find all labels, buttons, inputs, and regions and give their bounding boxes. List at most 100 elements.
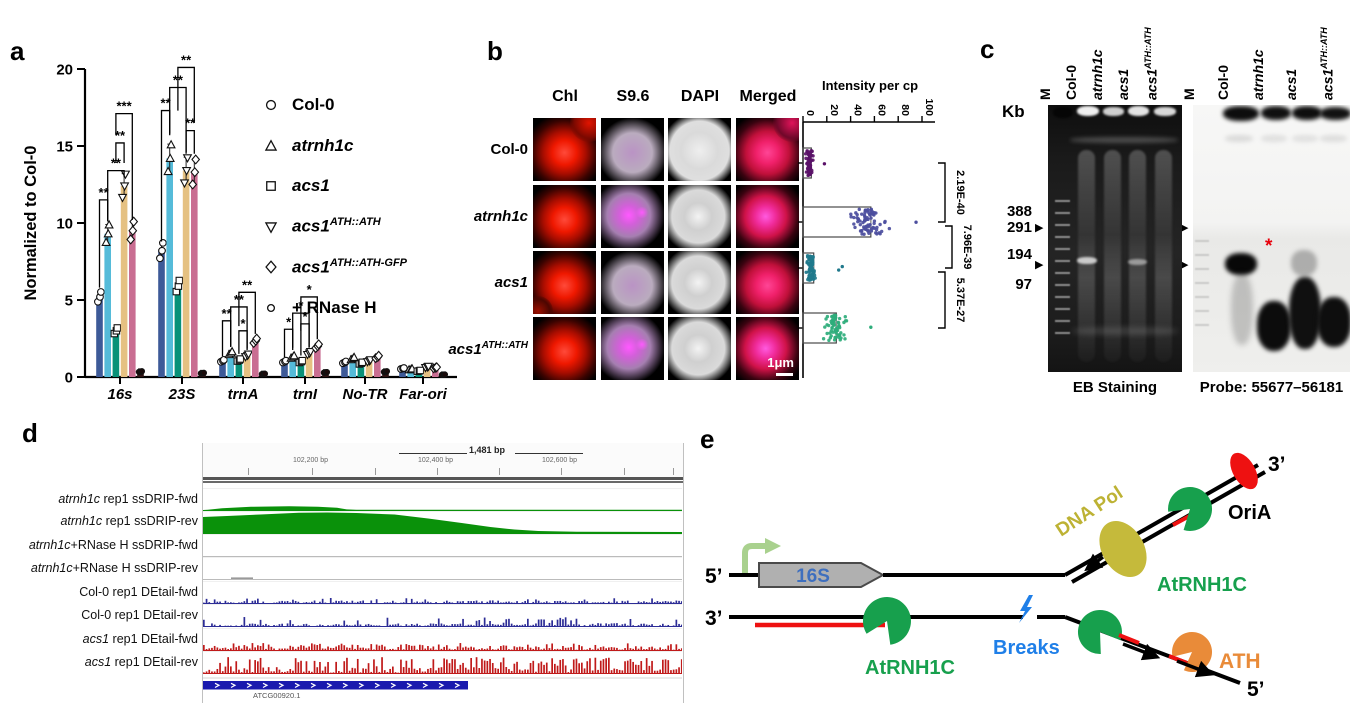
- blot-band: [1261, 135, 1287, 142]
- data-point-marker: [179, 179, 190, 189]
- blot-arrowhead-icon: ▶: [1180, 259, 1189, 271]
- gel-band-col0: [1077, 257, 1097, 264]
- data-point-marker: [441, 371, 449, 378]
- track-label: atrnh1c+RNase H ssDRIP-rev: [30, 560, 198, 575]
- blot-smear-col0: [1231, 273, 1253, 345]
- significance-stars: **: [242, 277, 253, 292]
- bar: [243, 355, 251, 377]
- data-point-marker: [182, 154, 193, 163]
- x-category-label: trnA: [228, 386, 259, 403]
- x-category-label: trnI: [293, 386, 318, 403]
- significance-stars: **: [181, 52, 192, 67]
- circle-legend-marker-icon: [265, 99, 277, 111]
- atrnh1c-left-label: AtRNH1C: [865, 657, 955, 679]
- data-point-marker: [128, 225, 138, 236]
- legend-item: acs1: [262, 175, 330, 197]
- p-value-bracket: [945, 225, 953, 269]
- micrograph-cell: [601, 251, 664, 314]
- panel-b-letter: b: [487, 36, 503, 66]
- legend-item: Col-0: [262, 94, 335, 116]
- atrnh1c-right-label: AtRNH1C: [1157, 574, 1247, 596]
- ruler-tick-label: 102,200 bp: [293, 457, 329, 464]
- significance-stars: ***: [117, 99, 133, 114]
- row-label: acs1ATH::ATH: [448, 340, 528, 358]
- legend-item: atrnh1c: [262, 135, 353, 157]
- bar: [227, 353, 234, 377]
- bar: [104, 233, 111, 377]
- blot-arrowhead-icon: ▶: [1180, 222, 1189, 234]
- three-prime-left-label: 3’: [705, 607, 723, 630]
- significance-stars: **: [111, 156, 122, 171]
- significance-stars: *: [286, 314, 292, 329]
- svg-text:20: 20: [828, 104, 840, 116]
- gel-smear: [1078, 150, 1095, 362]
- square-legend-marker-icon: [266, 181, 276, 192]
- ruler-tick: [312, 468, 313, 475]
- gel-smear: [1155, 150, 1172, 362]
- blot-caption-right: Probe: 55677–56181: [1199, 379, 1344, 396]
- bar: [96, 296, 103, 377]
- data-point-marker: [190, 166, 200, 178]
- data-point-marker: [159, 239, 167, 247]
- rna-primer: [1118, 633, 1140, 645]
- column-header: S9.6: [616, 88, 650, 105]
- data-point-marker: [175, 276, 184, 285]
- lane-label: Col-0: [1215, 65, 1231, 100]
- data-point-marker: [264, 222, 278, 234]
- gel-well: [1128, 106, 1149, 116]
- track-label: Col-0 rep1 DEtail-rev: [81, 607, 198, 622]
- gel-band: [1072, 327, 1178, 335]
- panel-e-letter: e: [700, 424, 715, 454]
- gel-marker-ladder: [1055, 200, 1070, 335]
- significance-bracket: [238, 330, 248, 354]
- legend-label: Col-0: [292, 95, 335, 114]
- micrograph-cell: [668, 317, 731, 380]
- leading-branch-line: [1071, 470, 1266, 584]
- track-label: acs1 rep1 DEtail-rev: [84, 654, 198, 669]
- synthesis-direction-arrow: [1084, 553, 1105, 572]
- blot-well: [1292, 106, 1322, 120]
- size-marker-97: 97: [1015, 276, 1032, 293]
- data-point-marker: [298, 356, 307, 365]
- atrnh1c-protein-icon: [1077, 610, 1122, 655]
- data-point-marker: [243, 350, 254, 360]
- replication-fork-diagram: 16S 3’ OriA AtRNH1C DNA Pol 5’ 3’ AtRNH1…: [705, 452, 1286, 701]
- gel-arrowhead-icon: ▶: [1035, 259, 1044, 271]
- svg-text:100: 100: [923, 98, 935, 116]
- column-header: Chl: [552, 88, 578, 105]
- x-category-label: 23S: [168, 386, 196, 403]
- legend-label: atrnh1c: [292, 135, 354, 155]
- coverage-track: [203, 598, 682, 604]
- p-value-bracket: [938, 162, 946, 223]
- data-point-marker: [188, 179, 198, 190]
- five-prime-right-label: 5’: [1247, 678, 1265, 701]
- legend-item: acs1ATH::ATH-GFP: [262, 256, 407, 278]
- y-axis-label: Normalized to Col-0: [22, 146, 40, 301]
- column-header: Merged: [739, 88, 797, 105]
- diamond-legend-marker-icon: [265, 260, 277, 275]
- p-value-label: 2.19E-40: [954, 170, 966, 215]
- bar: [374, 356, 381, 377]
- row-label: acs1: [494, 274, 528, 291]
- micrograph-cell: [533, 118, 596, 181]
- lane-label: M: [1181, 88, 1197, 100]
- track-label: atrnh1c rep1 ssDRIP-fwd: [58, 491, 198, 506]
- bar: [357, 363, 365, 377]
- significance-stars: **: [161, 96, 172, 111]
- data-point-marker: [383, 368, 391, 375]
- blot-well: [1320, 107, 1350, 120]
- significance-bracket: [238, 291, 256, 334]
- gel-smear: [1104, 150, 1121, 362]
- coverage-track: [203, 617, 682, 627]
- kb-label: Kb: [1002, 102, 1025, 121]
- significance-stars: **: [99, 185, 110, 200]
- ruler-tick: [624, 468, 625, 475]
- bar: [174, 286, 182, 377]
- data-point-marker: [323, 368, 331, 376]
- significance-bracket: [115, 113, 133, 220]
- lane-label: acs1: [1283, 68, 1299, 100]
- circle-legend-marker-icon: [266, 303, 276, 313]
- data-point-marker: [289, 350, 299, 360]
- bar: [129, 230, 136, 377]
- micrograph-cell: [533, 317, 596, 380]
